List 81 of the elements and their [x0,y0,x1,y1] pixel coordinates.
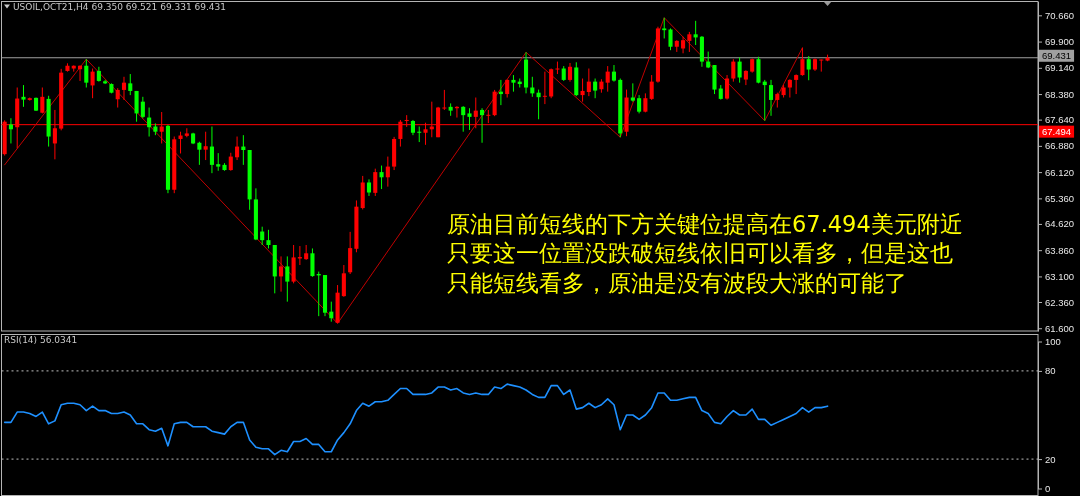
candlestick [731,58,736,83]
candlestick [178,131,183,154]
candlestick [279,255,284,293]
candlestick [555,61,560,75]
candlestick [787,78,792,99]
candlestick [819,59,824,73]
candlestick [593,78,598,99]
candlestick [21,84,26,108]
candlestick [567,62,573,83]
y-tick-label: 100 [1045,336,1061,348]
candlestick [310,247,315,278]
y-tick-label: 67.640 [1045,114,1075,126]
candlestick [542,71,547,105]
candlestick [134,90,139,123]
y-tick-label: 68.380 [1045,88,1075,100]
candlestick [461,105,466,133]
candlestick [693,20,698,46]
candlestick [611,64,617,83]
candlestick [8,117,13,144]
candlestick [442,89,447,111]
candlestick [630,82,635,103]
ref-line-label: 69.431 [1042,50,1072,62]
y-tick-label: 62.360 [1045,296,1075,308]
y-tick-label: 70.660 [1045,9,1075,21]
candlestick [341,264,346,298]
candlestick [203,131,208,161]
candlestick [725,74,730,101]
candlestick [480,107,485,144]
candlestick [637,94,642,114]
ref-line-label: 67.494 [1042,125,1072,137]
candlestick [128,73,133,96]
annotation: 只能短线看多，原油是没有波段大涨的可能了 [447,269,907,296]
candlestick [235,136,240,161]
candlestick [794,73,799,95]
candlestick [121,76,127,101]
candlestick [649,74,654,101]
candlestick [492,89,497,117]
candlestick [373,168,378,197]
candlestick [806,55,811,81]
candlestick [266,229,271,249]
candlestick [147,107,152,138]
y-tick-label: 65.360 [1045,192,1075,204]
y-tick-label: 66.120 [1045,166,1075,178]
candlestick [84,58,89,88]
y-tick-label: 63.860 [1045,244,1075,256]
y-tick-label: 69.140 [1045,62,1075,74]
candlestick [209,126,214,174]
candlestick [737,56,742,84]
candlestick [681,36,686,54]
y-tick-label: 80 [1045,365,1056,377]
y-tick-label: 0 [1045,483,1051,495]
candlestick [668,27,673,51]
candlestick [768,79,774,117]
chart-title: RSI(14) 56.0341 [4,334,78,345]
chart-title: USOIL,OCT21,H4 69.350 69.521 69.331 69.431 [13,1,226,12]
candlestick [260,226,265,246]
annotation: 只要这一位置没跌破短线依旧可以看多，但是这也 [447,240,953,267]
y-tick-label: 66.880 [1045,140,1075,152]
candlestick [605,65,610,93]
candlestick [285,255,290,303]
y-tick-label: 64.620 [1045,218,1075,230]
candlestick [800,47,805,77]
y-tick-label: 20 [1045,453,1056,465]
candlestick [756,56,761,84]
candlestick [115,87,120,109]
annotation: 原油目前短线的下方关键位提高在67.494美元附近 [447,210,963,237]
y-tick-label: 63.100 [1045,270,1075,282]
line-series [3,383,829,456]
y-tick-label: 69.900 [1045,36,1075,48]
candlestick [467,107,472,131]
candlestick [197,141,202,166]
y-tick-label: 61.600 [1045,322,1075,334]
candlestick [40,87,45,114]
candlestick [379,165,384,190]
candlestick [580,78,585,103]
candlestick [662,17,667,39]
candlestick [586,68,591,97]
candlestick [687,31,692,53]
candlestick [385,156,390,188]
candlestick [90,68,95,99]
candlestick [140,96,145,119]
